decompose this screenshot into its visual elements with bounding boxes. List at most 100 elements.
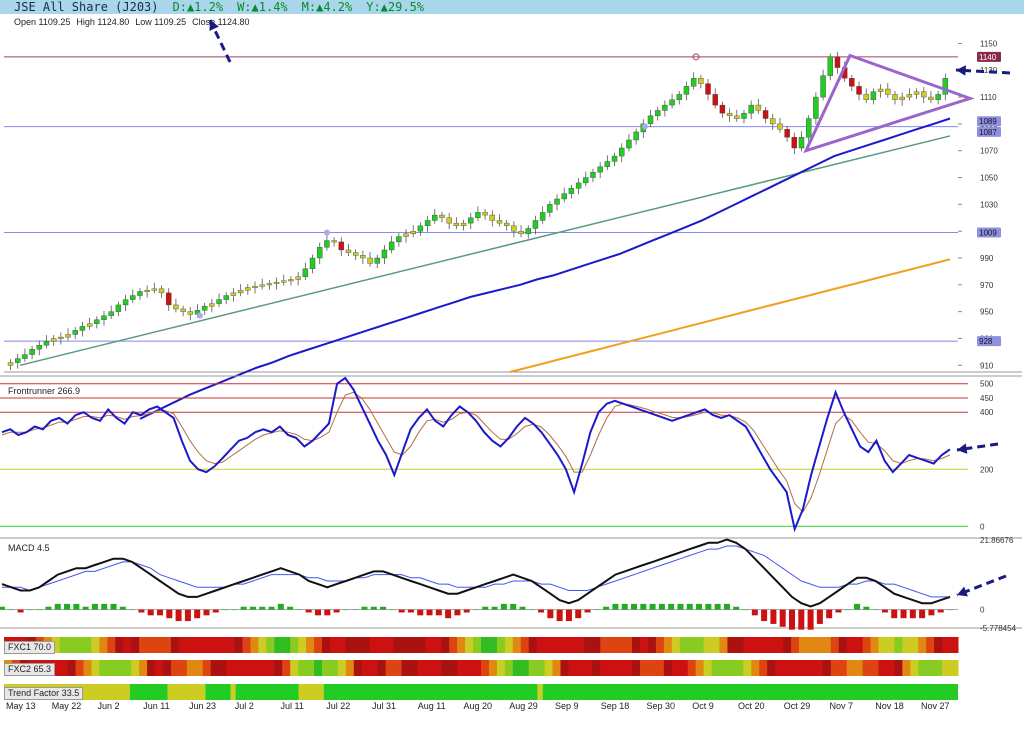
fxc1-heat-cell	[791, 637, 800, 653]
level-marker	[642, 123, 648, 130]
fxc2-heat-cell	[202, 660, 212, 676]
candle-body	[791, 137, 798, 149]
fxc1-heat-cell	[536, 637, 546, 653]
fxc1-heat-cell	[592, 637, 601, 653]
fxc1-heat-cell	[178, 637, 188, 653]
fxc2-heat-cell	[624, 660, 633, 676]
fxc2-heat-cell	[59, 660, 69, 676]
date-label: Oct 29	[783, 701, 811, 711]
candle-body	[805, 118, 812, 138]
fxc2-heat-cell	[878, 660, 887, 676]
candle-body	[885, 88, 891, 95]
macd-histogram-bar	[417, 609, 424, 616]
fxc2-heat-cell	[401, 660, 410, 676]
fxc1-heat-cell	[322, 637, 331, 653]
candle-body	[367, 257, 373, 264]
fxc1-heat-cell	[695, 637, 705, 653]
fxc2-heat-cell	[512, 660, 522, 676]
macd-histogram-bar	[277, 603, 284, 610]
fxc1-heat-cell	[512, 637, 522, 653]
candle-body	[79, 326, 86, 331]
candle-body	[590, 171, 596, 178]
macd-histogram-bar	[835, 609, 842, 613]
price-tick-label: 990	[980, 254, 994, 263]
candle-body	[849, 78, 855, 87]
trend-factor-segment	[129, 684, 168, 700]
fxc2-heat-cell	[234, 660, 243, 676]
candle-body	[561, 193, 567, 200]
fxc2-heat-cell	[775, 660, 784, 676]
fxc1-heat-cell	[950, 637, 959, 653]
macd-histogram-bar	[380, 606, 387, 610]
fxc1-heat-cell	[496, 637, 506, 653]
candle-body	[683, 86, 690, 95]
fxc1-heat-cell	[473, 637, 482, 653]
macd-histogram-bar	[259, 606, 266, 610]
macd-tick-label: 21.86676	[980, 536, 1014, 545]
fxc2-heat-cell	[576, 660, 585, 676]
fxc1-heat-cell	[520, 637, 530, 653]
fxc2-heat-cell	[139, 660, 148, 676]
frontrunner-signal-line	[1, 391, 951, 513]
price-label: 1140	[979, 53, 997, 62]
date-label: Oct 20	[738, 701, 765, 711]
candle-body	[626, 139, 632, 149]
price-tick-label: 1070	[980, 147, 998, 156]
fxc2-heat-cell	[385, 660, 395, 676]
candle-body	[158, 288, 165, 294]
trend-factor-segment	[298, 684, 324, 700]
price-label: 928	[979, 337, 993, 346]
fxc2-heat-cell	[894, 660, 903, 676]
candle-body	[331, 240, 337, 243]
macd-histogram-bar	[603, 606, 610, 610]
fxc1-heat-cell	[433, 637, 442, 653]
macd-histogram-bar	[333, 609, 340, 613]
fxc1-heat-cell	[918, 637, 927, 653]
candle-body	[892, 94, 898, 100]
fxc1-heat-cell	[568, 637, 577, 653]
fxc2-heat-cell	[592, 660, 601, 676]
candle-body	[935, 94, 941, 100]
candle-body	[237, 289, 244, 294]
date-label: Jul 11	[280, 701, 304, 711]
fxc2-heat-cell	[226, 660, 236, 676]
candle-body	[503, 222, 510, 227]
frontrunner-label: Frontrunner 266.9	[6, 386, 83, 396]
fxc2-heat-cell	[767, 660, 776, 676]
candle-body	[137, 291, 143, 296]
price-tick-label: 950	[980, 308, 994, 317]
candle-body	[734, 115, 740, 119]
fxc2-heat-cell	[290, 660, 299, 676]
fxc1-heat-cell	[942, 637, 951, 653]
fxc1-heat-cell	[147, 637, 156, 653]
fxc2-heat-cell	[178, 660, 188, 676]
fxc2-label: FXC2 65.3	[4, 663, 56, 676]
date-label: Sep 18	[600, 701, 630, 711]
macd-histogram-bar	[389, 609, 396, 611]
candle-body	[43, 340, 50, 346]
macd-histogram-bar	[398, 609, 405, 613]
trend-factor-segment	[235, 684, 299, 700]
candle-body	[942, 78, 949, 95]
price-label: 1089	[979, 117, 997, 126]
date-label: Nov 7	[829, 701, 854, 711]
macd-histogram-bar	[26, 609, 33, 611]
fxc1-heat-cell	[417, 637, 426, 653]
fxc1-heat-cell	[290, 637, 299, 653]
fxc1-heat-cell	[862, 637, 872, 653]
candle-body	[712, 94, 718, 106]
fxc1-heat-cell	[687, 637, 697, 653]
trend-factor-label: Trend Factor 33.5	[4, 687, 84, 700]
fxc1-heat-cell	[377, 637, 387, 653]
candle-body	[532, 220, 539, 229]
fxc1-heat-cell	[385, 637, 395, 653]
macd-histogram-bar	[872, 609, 879, 611]
macd-histogram-bar	[342, 609, 349, 611]
macd-histogram-bar	[222, 609, 229, 611]
day-change: D:▲1.2%	[172, 0, 224, 14]
price-label-box	[977, 51, 1001, 62]
candle-body	[827, 56, 833, 76]
macd-histogram-bar	[686, 603, 693, 610]
price-tick-label: 1050	[980, 174, 998, 183]
